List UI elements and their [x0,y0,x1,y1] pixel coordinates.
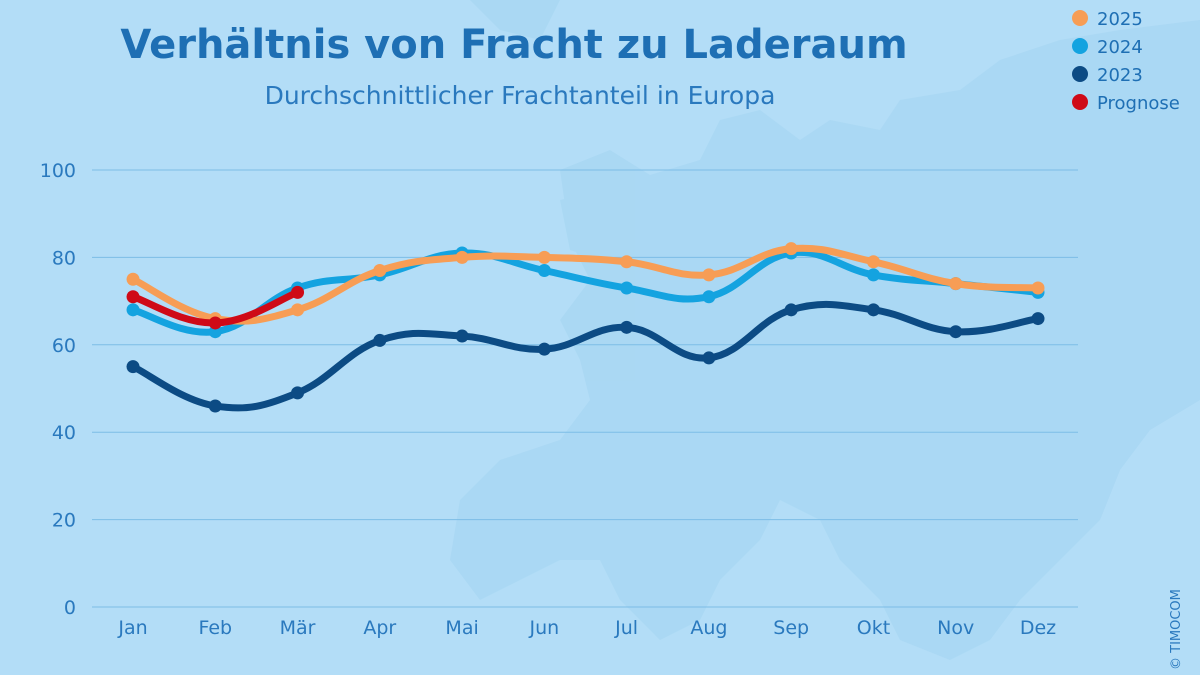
x-tick-label: Mär [280,617,316,639]
y-tick-label: 100 [40,160,76,182]
x-tick-label: Jul [614,617,638,639]
data-point-2023 [866,303,880,317]
data-point-2025 [373,264,387,278]
data-point-2025 [949,277,963,291]
data-point-2025 [866,255,880,269]
legend-label: Prognose [1097,93,1180,114]
data-point-2025 [620,255,634,269]
data-point-prognose [126,290,140,304]
legend-item-prognose: Prognose [1072,93,1180,114]
y-tick-label: 0 [64,597,76,619]
series-2023 [126,300,1045,413]
legend-marker [1072,10,1088,26]
data-point-2025 [702,268,716,282]
y-axis-ticks: 0 20 40 60 80 100 [40,160,76,619]
data-point-2023 [208,399,222,413]
x-tick-label: Jan [117,617,147,639]
x-axis-ticks: Jan Feb Mär Apr Mai Jun Jul Aug Sep Okt Nov Dez [117,617,1056,639]
legend-marker [1072,66,1088,82]
data-point-prognose [208,316,222,330]
chart-subtitle: Durchschnittlicher Frachtanteil in Europ… [265,81,776,110]
data-point-2025 [784,242,798,256]
legend-marker [1072,38,1088,54]
x-tick-label: Nov [937,617,974,639]
legend-label: 2025 [1097,9,1143,30]
copyright-notice: © TIMOCOM [1169,589,1184,670]
data-point-2023 [702,351,716,365]
legend-item-2025: 2025 [1072,9,1143,30]
series-line-2025 [129,244,1042,325]
series-lines [126,242,1045,413]
data-point-2023 [949,325,963,339]
legend-label: 2024 [1097,37,1143,58]
data-point-2024 [702,290,716,304]
legend: 2025 2024 2023 Prognose [1072,9,1180,114]
data-point-2024 [866,268,880,282]
y-tick-label: 80 [52,247,76,269]
data-point-2025 [126,272,140,286]
x-tick-label: Feb [198,617,232,639]
x-tick-label: Mai [445,617,478,639]
data-point-2024 [620,281,634,295]
x-tick-label: Okt [857,617,890,639]
legend-label: 2023 [1097,65,1143,86]
data-point-2023 [126,360,140,374]
x-tick-label: Aug [690,617,727,639]
data-point-2025 [1031,281,1045,295]
europe-map-background [450,0,1200,660]
data-point-2025 [537,250,551,264]
data-point-2024 [537,264,551,278]
legend-item-2023: 2023 [1072,65,1143,86]
data-point-2023 [537,342,551,356]
y-tick-label: 20 [52,510,76,532]
data-point-2023 [1031,312,1045,326]
series-prognose [126,285,305,330]
data-point-2023 [291,386,305,400]
data-point-2025 [455,250,469,264]
y-tick-label: 40 [52,422,76,444]
data-point-2023 [455,329,469,343]
data-point-2024 [126,303,140,317]
chart-title: Verhältnis von Fracht zu Laderaum [120,22,907,68]
data-point-2023 [620,320,634,334]
legend-item-2024: 2024 [1072,37,1143,58]
x-tick-label: Dez [1020,617,1056,639]
x-tick-label: Sep [773,617,809,639]
data-point-2023 [373,333,387,347]
x-tick-label: Jun [529,617,560,639]
data-point-2025 [291,303,305,317]
legend-marker [1072,94,1088,110]
y-tick-label: 60 [52,335,76,357]
data-point-2023 [784,303,798,317]
data-point-prognose [291,285,305,299]
x-tick-label: Apr [363,617,396,639]
